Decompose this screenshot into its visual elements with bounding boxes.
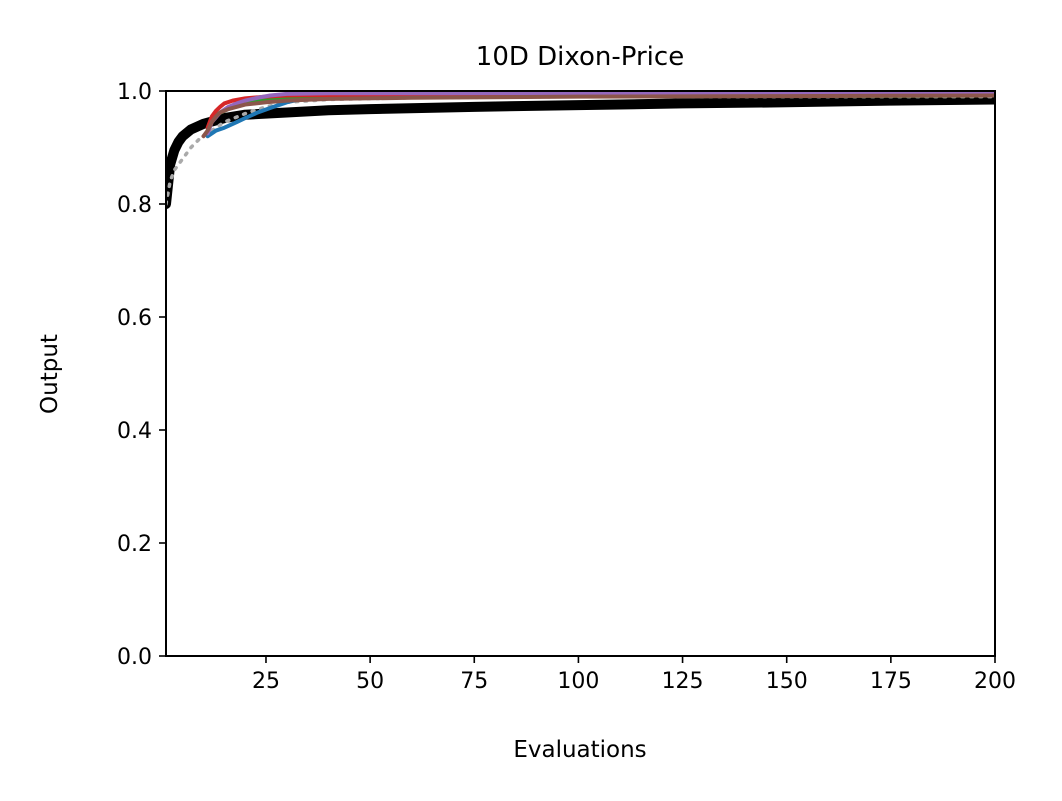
y-tick-label: 0.2 (117, 532, 152, 557)
y-tick-label: 0.8 (117, 193, 152, 218)
y-axis-ticks: 0.0 0.2 0.4 0.6 0.8 1.0 (117, 80, 166, 670)
y-tick-label: 0.4 (117, 419, 152, 444)
x-tick-label: 50 (356, 669, 384, 694)
x-tick-label: 150 (766, 669, 808, 694)
y-tick-label: 1.0 (117, 80, 152, 105)
plot-frame (165, 90, 996, 657)
x-tick-label: 100 (557, 669, 599, 694)
x-axis-ticks: 25 50 75 100 125 150 175 200 (252, 656, 1016, 694)
y-tick-label: 0.6 (117, 306, 152, 331)
x-tick-label: 125 (662, 669, 704, 694)
series-line-7 (201, 93, 995, 139)
series-layer (166, 91, 995, 209)
x-tick-label: 200 (974, 669, 1016, 694)
x-tick-label: 175 (870, 669, 912, 694)
x-tick-label: 25 (252, 669, 280, 694)
x-axis-label: Evaluations (513, 737, 646, 763)
series-line-1 (166, 94, 995, 209)
y-axis-label: Output (37, 334, 63, 414)
y-tick-label: 0.0 (117, 645, 152, 670)
x-tick-label: 75 (460, 669, 488, 694)
chart-title: 10D Dixon-Price (476, 42, 684, 72)
